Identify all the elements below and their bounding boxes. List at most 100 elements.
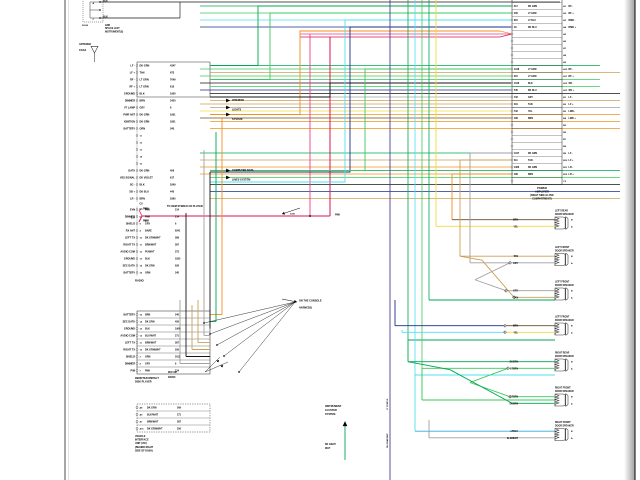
svg-text:GRY: GRY [513,291,518,293]
svg-text:GND: GND [105,25,110,27]
svg-text:LT BLU: LT BLU [528,0,536,1]
svg-text:LF -: LF - [569,152,574,155]
svg-text:LT GRN: LT GRN [528,13,537,15]
svg-text:DK GRN: DK GRN [140,64,150,67]
svg-text:SHIELD: SHIELD [126,355,135,358]
svg-text:1901: 1901 [170,113,176,116]
svg-text:PNK: PNK [145,215,150,218]
svg-text:COAX: COAX [79,49,87,52]
svg-text:DIMMER: DIMMER [125,215,135,218]
svg-text:387: 387 [177,420,182,423]
svg-text:DOOR SPEAKER: DOOR SPEAKER [555,425,574,428]
svg-text:ANTENNA: ANTENNA [79,43,91,46]
svg-text:1047: 1047 [514,152,520,155]
svg-text:DK GRN/WHT: DK GRN/WHT [147,427,163,430]
svg-text:ORN: ORN [145,355,151,358]
svg-text:DOOR SPEAKER: DOOR SPEAKER [555,319,574,322]
svg-text:DOOR SPEAKER: DOOR SPEAKER [555,213,574,216]
svg-text:LF -: LF - [130,64,135,67]
svg-text:610: 610 [170,85,175,88]
svg-text:GRY: GRY [145,362,150,365]
svg-text:2011: 2011 [175,355,181,358]
svg-text:SB +: SB + [569,89,575,92]
svg-text:IGNITION: IGNITION [124,120,135,123]
svg-text:LR +: LR + [569,173,575,176]
svg-text:LF +: LF + [569,159,575,162]
svg-text:DK GRN/WHT: DK GRN/WHT [145,348,161,351]
svg-text:A7b: A7b [140,427,145,430]
svg-text:BATTERY: BATTERY [123,313,135,316]
svg-text:DK GRN: DK GRN [528,6,537,8]
svg-text:TAN: TAN [528,103,533,106]
svg-text:ORN: ORN [140,127,146,130]
svg-text:RADIO: RADIO [135,279,144,283]
svg-text:RF -: RF - [569,5,574,8]
svg-text:YEL: YEL [528,111,533,113]
svg-text:RADIO: RADIO [168,376,176,379]
svg-text:LEFT FRONT: LEFT FRONT [555,247,570,249]
svg-text:DATA: DATA [128,169,135,172]
svg-text:LIGHTS: LIGHTS [232,108,241,111]
svg-text:271: 271 [175,334,180,337]
svg-text:RIGHT FRONT: RIGHT FRONT [555,422,571,424]
svg-text:SB -: SB - [569,0,574,1]
svg-text:ON THE CONSOLE: ON THE CONSOLE [299,300,322,303]
svg-text:DK GRN: DK GRN [528,167,537,169]
svg-text:LT GRN: LT GRN [528,69,537,71]
svg-text:340: 340 [175,313,180,316]
svg-text:1048: 1048 [514,68,520,71]
svg-text:DKGRN: DKGRN [510,362,519,364]
svg-text:340: 340 [170,127,175,130]
svg-text:372: 372 [175,250,180,253]
svg-text:SHIELD: SHIELD [126,222,135,225]
svg-text:PNK: PNK [335,213,340,216]
svg-text:3330: 3330 [290,214,296,216]
svg-text:214: 214 [175,208,180,211]
svg-text:LT GRN: LT GRN [140,78,149,81]
svg-text:LF +: LF + [569,103,575,106]
svg-text:LEFT REAR: LEFT REAR [555,209,568,212]
svg-text:RF -: RF - [569,68,574,71]
svg-text:BRN/WHT: BRN/WHT [145,341,157,344]
svg-text:TAN: TAN [528,159,533,162]
svg-text:256: 256 [177,427,182,430]
svg-text:DKGRN: DKGRN [510,403,519,405]
svg-text:LTBLU: LTBLU [511,431,519,433]
svg-text:1801: 1801 [170,120,176,123]
svg-text:TO OEM STEREO CD PLAYER: TO OEM STEREO CD PLAYER [167,205,203,208]
svg-text:387: 387 [175,341,180,344]
svg-text:LMD -: LMD - [569,110,576,113]
svg-text:W/O XM: W/O XM [168,372,177,374]
svg-text:BATTERY: BATTERY [123,271,135,274]
svg-text:BLK: BLK [140,92,145,95]
svg-text:387: 387 [175,243,180,246]
svg-text:GRY: GRY [145,222,150,225]
svg-text:DIMMER: DIMMER [125,99,135,102]
svg-text:LT GRN: LT GRN [140,85,149,88]
svg-text:BRN: BRN [528,174,533,176]
svg-text:BRN: BRN [513,326,518,328]
svg-text:BRN: BRN [513,220,518,222]
svg-text:(BEHIND RIGHT: (BEHIND RIGHT [135,446,154,449]
svg-text:RMD +: RMD + [569,26,577,29]
svg-text:S1000: S1000 [82,25,89,27]
svg-text:AUDIO COM: AUDIO COM [120,250,135,253]
svg-text:RIGHT FRONT: RIGHT FRONT [555,387,571,389]
svg-text:COMPARTMENT): COMPARTMENT) [532,198,552,201]
svg-text:DK BLU: DK BLU [528,90,537,92]
svg-text:456: 456 [175,320,180,323]
svg-text:7049: 7049 [170,78,176,81]
svg-text:BARE: BARE [145,229,152,232]
svg-text:DK GRN: DK GRN [140,113,150,116]
svg-text:LEFT TX: LEFT TX [125,341,135,344]
svg-text:DK GRN: DK GRN [528,153,537,155]
svg-text:SYSTEM: SYSTEM [325,413,335,416]
svg-text:BRN: BRN [145,313,150,316]
svg-text:PNK: PNK [145,208,150,211]
svg-text:RMD -: RMD - [569,19,576,22]
svg-text:6541: 6541 [175,229,181,232]
svg-text:DK GRAY/WHT: DK GRAY/WHT [386,433,389,448]
svg-text:ELEMENT: ELEMENT [507,438,519,440]
svg-text:LINES SYSTEM: LINES SYSTEM [232,178,250,181]
svg-text:RF -: RF - [130,78,135,81]
